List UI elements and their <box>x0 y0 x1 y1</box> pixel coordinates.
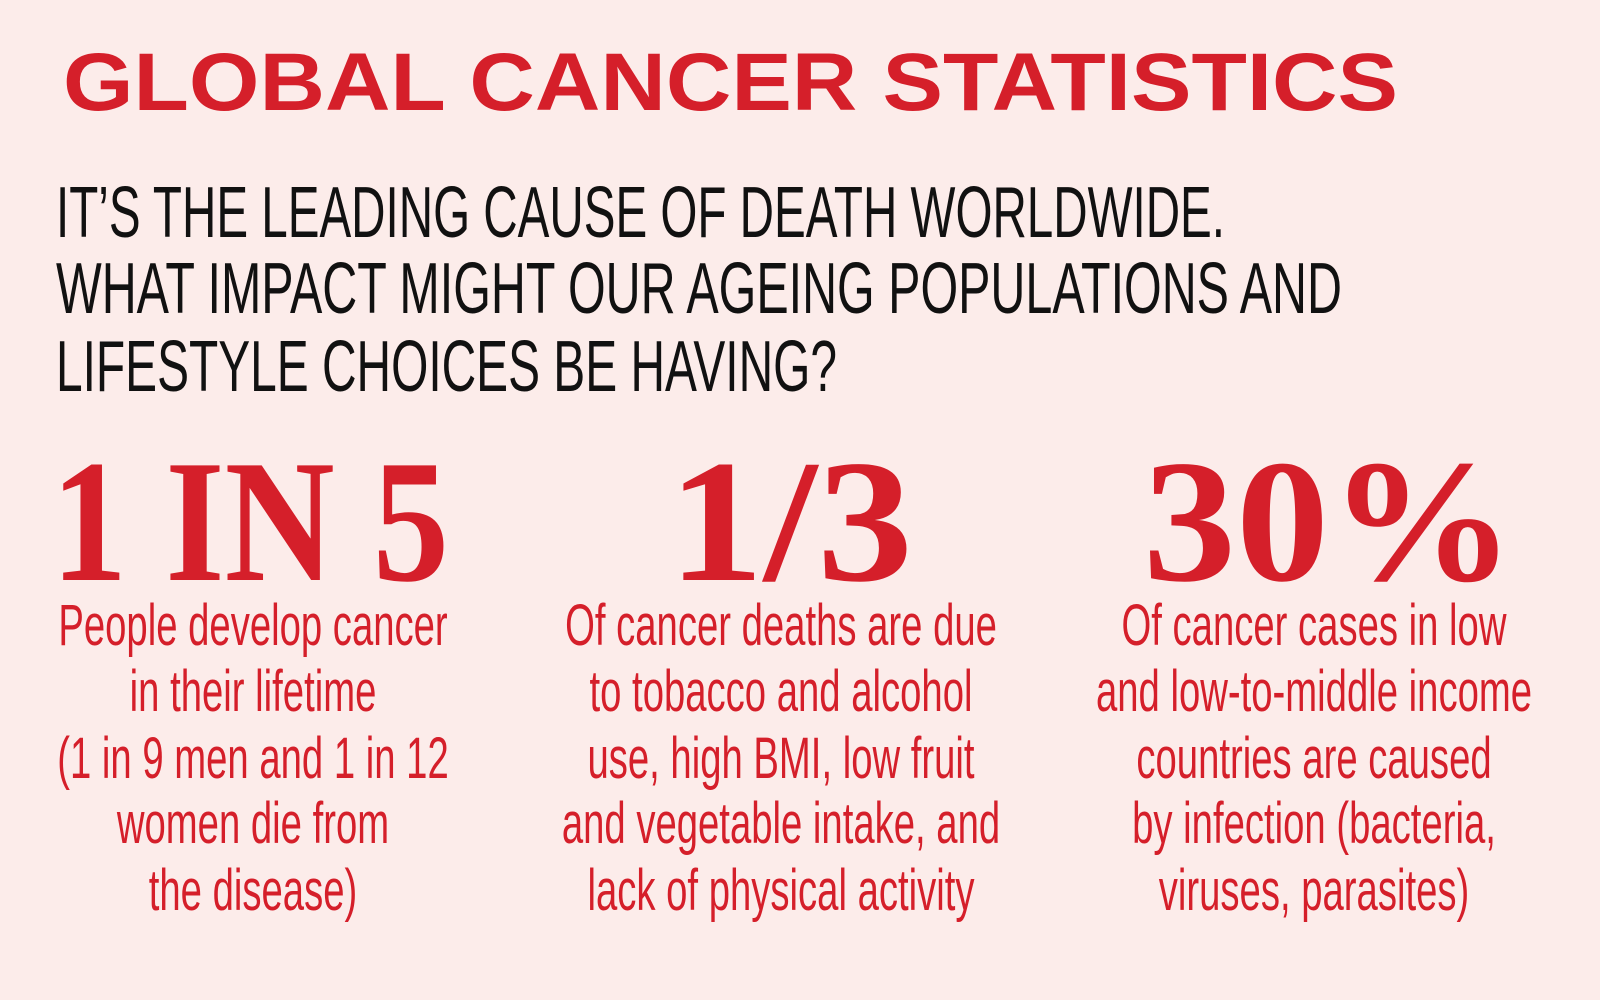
stat-description-line: and low-to-middle income <box>1096 660 1532 724</box>
stat-description: and low-to-middle income <box>1096 660 1532 724</box>
stat-description: by infection (bacteria, <box>1132 792 1496 856</box>
stat-description: to tobacco and alcohol <box>590 660 973 724</box>
stat-description-line: use, high BMI, low fruit <box>587 727 974 791</box>
stat-figure: 1/3 <box>668 424 913 618</box>
stat-description: in their lifetime <box>130 660 377 724</box>
stat-description: use, high BMI, low fruit <box>587 727 974 791</box>
title: GLOBAL CANCER STATISTICS <box>63 37 1398 128</box>
intro-line: WHAT IMPACT MIGHT OUR AGEING POPULATIONS… <box>56 249 1342 329</box>
stat-description-line: and vegetable intake, and <box>562 792 1000 856</box>
stat-description: and vegetable intake, and <box>562 792 1000 856</box>
stat-description-line: countries are caused <box>1136 727 1491 791</box>
stat-figure: 30% <box>1143 424 1515 618</box>
stat-description: viruses, parasites) <box>1159 859 1470 923</box>
stat-description: the disease) <box>149 859 357 923</box>
stat-description-line: in their lifetime <box>130 660 377 724</box>
stat-description-line: Of cancer cases in low <box>1122 594 1507 658</box>
stat-description: lack of physical activity <box>587 859 974 923</box>
stat-description: Of cancer deaths are due <box>565 594 997 658</box>
intro-line: LIFESTYLE CHOICES BE HAVING? <box>56 327 837 407</box>
stat-description-line: People develop cancer <box>58 594 447 658</box>
stat-description-line: lack of physical activity <box>587 859 974 923</box>
stat-description: countries are caused <box>1136 727 1491 791</box>
stat-description: women die from <box>116 792 389 856</box>
stat-figure: 1 IN 5 <box>51 424 449 618</box>
stat-description-line: the disease) <box>149 859 357 923</box>
stat-description-line: viruses, parasites) <box>1159 859 1470 923</box>
stat-description: Of cancer cases in low <box>1122 594 1507 658</box>
stat-description-line: (1 in 9 men and 1 in 12 <box>57 727 448 791</box>
intro-line: IT’S THE LEADING CAUSE OF DEATH WORLDWID… <box>56 173 1225 253</box>
stat-description-line: to tobacco and alcohol <box>590 660 973 724</box>
stat-description-line: by infection (bacteria, <box>1132 792 1496 856</box>
stat-description-line: women die from <box>116 792 389 856</box>
stat-description-line: Of cancer deaths are due <box>565 594 997 658</box>
stat-description: People develop cancer <box>58 594 447 658</box>
stat-description: (1 in 9 men and 1 in 12 <box>57 727 448 791</box>
